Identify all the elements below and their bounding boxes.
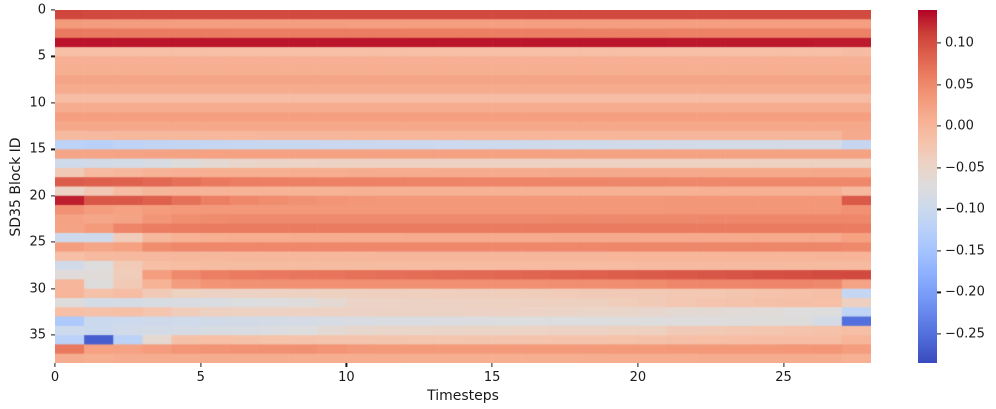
- colorbar-tick-mark: [937, 208, 941, 210]
- x-tick-mark: [491, 363, 493, 367]
- y-tick-label: 30: [29, 281, 46, 297]
- y-tick-mark: [51, 148, 55, 150]
- x-tick-label: 10: [338, 370, 355, 385]
- heatmap-canvas: [55, 10, 871, 363]
- y-tick-mark: [51, 9, 55, 11]
- colorbar-tick-mark: [937, 250, 941, 252]
- x-tick-mark: [345, 363, 348, 367]
- colorbar-tick-label: −0.15: [945, 243, 985, 259]
- x-tick-mark: [782, 363, 785, 367]
- colorbar-tick-mark: [937, 291, 941, 293]
- colorbar-tick-label: −0.10: [945, 201, 985, 217]
- y-tick-mark: [51, 102, 55, 104]
- colorbar-tick-label: 0.00: [945, 118, 974, 134]
- y-tick-label: 5: [37, 48, 46, 64]
- y-tick-label: 15: [29, 141, 46, 157]
- x-axis-label: Timesteps: [427, 388, 499, 404]
- colorbar-tick-label: −0.05: [945, 160, 985, 176]
- x-tick-label: 20: [629, 370, 647, 385]
- y-tick-mark: [51, 55, 55, 58]
- colorbar-tick-mark: [937, 167, 941, 169]
- colorbar-tick-label: 0.10: [945, 35, 974, 51]
- y-tick-mark: [51, 241, 55, 243]
- x-tick-mark: [200, 363, 202, 367]
- colorbar-tick-mark: [937, 42, 941, 44]
- colorbar-tick-label: −0.25: [945, 326, 985, 342]
- y-tick-label: 10: [29, 95, 46, 111]
- x-tick-mark: [637, 363, 639, 367]
- x-tick-label: 15: [483, 370, 501, 385]
- y-tick-label: 35: [29, 327, 46, 343]
- y-tick-mark: [51, 288, 55, 290]
- colorbar-tick-mark: [937, 333, 941, 335]
- x-tick-label: 25: [775, 370, 792, 385]
- colorbar-tick-label: −0.20: [945, 284, 985, 300]
- y-tick-label: 0: [37, 2, 46, 18]
- y-tick-mark: [51, 334, 55, 336]
- colorbar-canvas: [918, 10, 937, 363]
- colorbar-tick-mark: [937, 125, 941, 127]
- y-tick-label: 20: [29, 188, 46, 204]
- x-tick-label: 0: [50, 370, 60, 385]
- y-axis-label: SD35 Block ID: [8, 137, 24, 237]
- colorbar-tick-mark: [937, 84, 941, 86]
- x-tick-label: 5: [196, 370, 205, 385]
- colorbar-tick-label: 0.05: [945, 77, 974, 93]
- y-tick-label: 25: [29, 234, 46, 250]
- x-tick-mark: [54, 363, 56, 367]
- y-tick-mark: [51, 195, 55, 197]
